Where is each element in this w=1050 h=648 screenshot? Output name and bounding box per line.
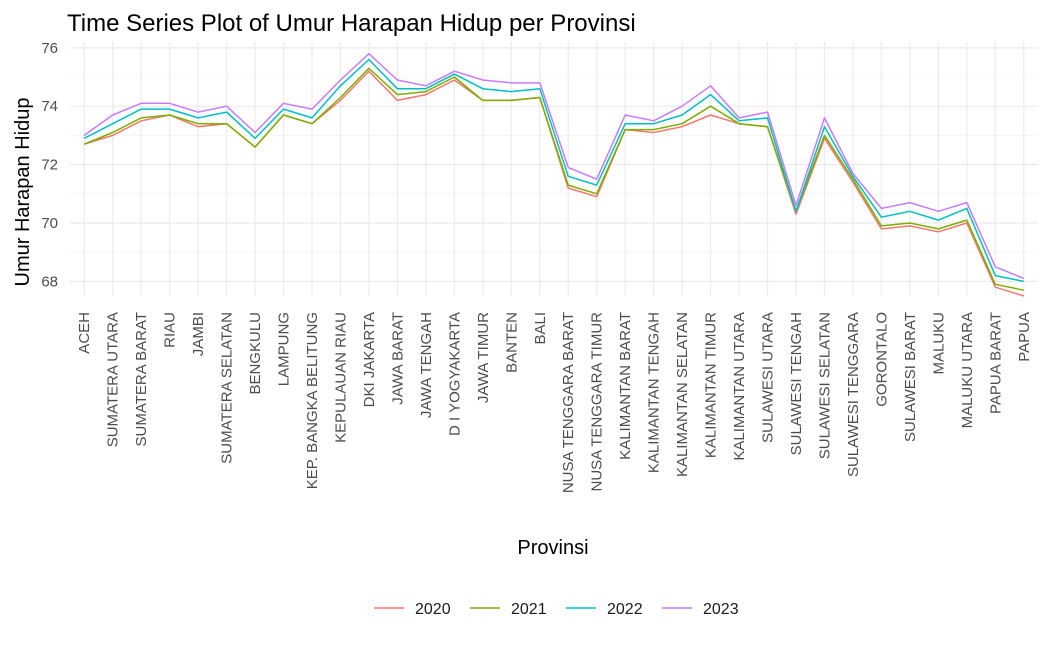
- x-tick-label: MALUKU: [930, 312, 947, 375]
- legend-label-2023: 2023: [703, 601, 739, 618]
- y-tick-label: 74: [41, 98, 58, 115]
- series-line-2021: [83, 67, 1024, 291]
- legend: 2020 2021 2022 2023: [374, 601, 739, 618]
- series-line-2023: [83, 52, 1025, 280]
- x-tick-label: NUSA TENGGARA TIMUR: [589, 312, 606, 492]
- x-tick-label: JAWA TIMUR: [475, 312, 492, 403]
- x-tick-label: JAWA TENGAH: [418, 312, 435, 418]
- x-tick-label: JAMBI: [190, 312, 207, 356]
- x-tick-label: SULAWESI TENGAH: [788, 312, 805, 455]
- series-lines: [83, 52, 1025, 297]
- y-axis-title: Umur Harapan Hidup: [12, 98, 34, 287]
- series-line-2020: [83, 70, 1025, 297]
- grid: [70, 42, 1038, 296]
- x-tick-label: KALIMANTAN BARAT: [617, 312, 634, 460]
- y-axis-ticks: 68 70 72 74 76: [41, 40, 58, 291]
- chart-title: Time Series Plot of Umur Harapan Hidup p…: [67, 10, 636, 37]
- legend-label-2022: 2022: [607, 601, 643, 618]
- x-tick-label: KEPULAUAN RIAU: [332, 312, 349, 443]
- x-tick-label: BENGKULU: [247, 312, 264, 395]
- x-tick-label: GORONTALO: [873, 312, 890, 407]
- x-tick-label: SULAWESI BARAT: [902, 312, 919, 442]
- x-axis-ticks: ACEH SUMATERA UTARA SUMATERA BARAT RIAU JAMB…: [76, 312, 1033, 493]
- x-tick-label: ACEH: [76, 312, 93, 354]
- x-tick-label: KALIMANTAN TENGAH: [646, 312, 663, 473]
- x-tick-label: BALI: [532, 312, 549, 345]
- x-tick-label: MALUKU UTARA: [959, 312, 976, 428]
- legend-label-2020: 2020: [415, 601, 451, 618]
- x-tick-label: KALIMANTAN UTARA: [731, 312, 748, 461]
- series-line-2022: [83, 58, 1024, 283]
- x-tick-label: KEP. BANGKA BELITUNG: [304, 312, 321, 489]
- x-tick-label: PAPUA: [1016, 312, 1033, 362]
- x-tick-label: JAWA BARAT: [389, 312, 406, 405]
- x-tick-label: LAMPUNG: [276, 312, 293, 386]
- y-tick-label: 70: [41, 215, 58, 232]
- y-tick-label: 68: [41, 273, 58, 290]
- x-tick-label: KALIMANTAN SELATAN: [674, 312, 691, 477]
- x-tick-label: BANTEN: [503, 312, 520, 373]
- x-tick-label: SULAWESI SELATAN: [816, 312, 833, 459]
- y-tick-label: 72: [41, 157, 58, 174]
- x-tick-label: RIAU: [162, 312, 179, 348]
- x-tick-label: SUMATERA SELATAN: [219, 312, 236, 464]
- x-tick-label: KALIMANTAN TIMUR: [703, 312, 720, 458]
- x-tick-label: NUSA TENGGARA BARAT: [560, 312, 577, 493]
- x-tick-label: SULAWESI UTARA: [760, 312, 777, 443]
- y-tick-label: 76: [41, 40, 58, 57]
- x-tick-label: SUMATERA BARAT: [133, 312, 150, 446]
- x-tick-label: DKI JAKARTA: [361, 312, 378, 407]
- legend-label-2021: 2021: [511, 601, 547, 618]
- x-tick-label: SULAWESI TENGGARA: [845, 312, 862, 477]
- x-tick-label: D I YOGYAKARTA: [446, 312, 463, 436]
- x-tick-label: SUMATERA UTARA: [105, 312, 122, 447]
- x-tick-label: PAPUA BARAT: [987, 312, 1004, 414]
- x-axis-title: Provinsi: [517, 537, 588, 559]
